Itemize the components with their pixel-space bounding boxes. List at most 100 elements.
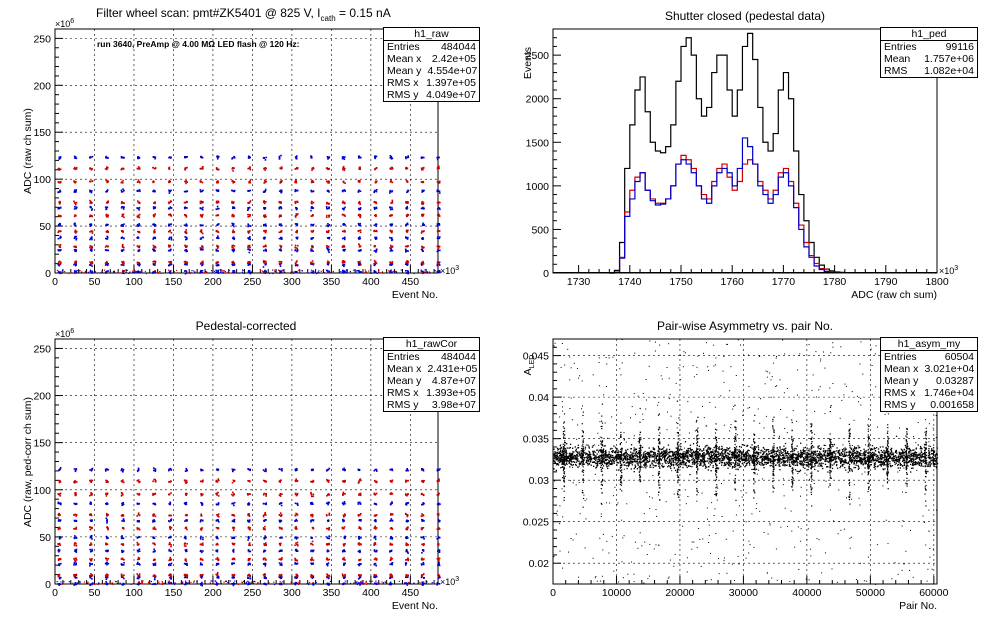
data-point xyxy=(294,244,297,247)
data-point xyxy=(74,156,77,158)
data-point xyxy=(436,181,439,183)
data-point xyxy=(233,262,235,265)
data-point xyxy=(122,230,124,232)
data-point xyxy=(326,246,328,248)
data-point xyxy=(106,480,108,482)
data-point xyxy=(184,549,187,551)
data-point xyxy=(249,238,251,241)
data-point xyxy=(122,518,125,520)
data-point xyxy=(199,558,202,561)
data-point xyxy=(390,168,392,170)
data-point xyxy=(342,519,344,522)
data-point xyxy=(233,562,235,565)
data-point xyxy=(120,189,123,192)
data-point xyxy=(232,576,235,579)
data-point xyxy=(390,246,393,248)
data-point xyxy=(104,168,107,170)
data-point xyxy=(247,480,249,482)
data-point xyxy=(263,157,265,159)
data-point xyxy=(405,481,407,483)
data-point xyxy=(310,503,312,505)
data-point xyxy=(359,493,362,496)
data-point xyxy=(168,520,170,522)
data-point xyxy=(391,249,394,252)
data-point xyxy=(223,270,225,272)
data-point xyxy=(390,556,392,559)
data-point xyxy=(357,535,360,538)
data-point xyxy=(438,478,440,480)
data-point xyxy=(390,581,392,583)
data-point xyxy=(168,514,171,517)
data-point xyxy=(247,519,249,522)
data-point xyxy=(249,272,252,275)
data-point xyxy=(341,237,344,240)
data-point xyxy=(342,583,344,586)
data-point xyxy=(90,573,92,575)
data-point xyxy=(265,180,267,183)
data-point xyxy=(296,260,298,262)
data-point xyxy=(391,202,394,204)
data-point xyxy=(343,189,346,191)
data-point xyxy=(296,559,298,561)
data-point xyxy=(75,549,77,552)
data-point xyxy=(437,502,440,504)
data-point xyxy=(249,563,251,566)
data-point xyxy=(90,223,92,225)
data-point xyxy=(106,574,109,577)
data-point xyxy=(359,202,361,205)
chart-title: Filter wheel scan: pmt#ZK5401 @ 825 V, I… xyxy=(96,6,391,23)
data-point xyxy=(232,182,234,184)
data-point xyxy=(58,230,60,232)
data-point xyxy=(375,550,378,553)
data-point xyxy=(375,580,377,582)
data-point xyxy=(74,576,76,578)
data-point xyxy=(74,261,76,263)
data-point xyxy=(360,263,362,266)
data-point xyxy=(202,544,204,546)
data-point xyxy=(424,269,426,271)
data-point xyxy=(90,247,93,249)
data-point xyxy=(89,157,91,159)
data-point xyxy=(373,563,376,566)
data-point xyxy=(281,469,283,472)
data-point xyxy=(357,468,360,471)
data-point xyxy=(232,575,234,578)
data-point xyxy=(185,190,188,193)
data-point xyxy=(278,575,281,577)
data-point xyxy=(58,469,60,471)
data-point xyxy=(170,272,172,274)
data-point xyxy=(264,190,266,193)
data-point xyxy=(389,155,392,157)
data-point xyxy=(272,273,274,275)
data-point xyxy=(249,480,251,482)
data-point xyxy=(306,583,308,585)
data-point xyxy=(296,550,298,552)
x-exponent: ×103 xyxy=(440,576,459,587)
data-point xyxy=(91,558,93,561)
data-point xyxy=(279,537,281,539)
data-point xyxy=(152,238,154,240)
data-point xyxy=(75,551,78,553)
data-point xyxy=(58,514,60,517)
data-point xyxy=(438,520,440,523)
data-point xyxy=(436,480,439,482)
data-point xyxy=(436,582,439,584)
data-point xyxy=(105,583,107,585)
data-point xyxy=(406,260,409,262)
data-point xyxy=(355,581,357,583)
data-point xyxy=(183,224,186,227)
data-point xyxy=(343,516,345,518)
data-point xyxy=(407,493,409,495)
data-point xyxy=(278,263,281,265)
data-point xyxy=(202,269,204,272)
data-point xyxy=(279,493,282,496)
data-point xyxy=(374,230,377,232)
data-point xyxy=(374,263,376,266)
data-point xyxy=(73,191,76,193)
data-point xyxy=(327,225,330,227)
data-point xyxy=(295,576,298,578)
data-point xyxy=(185,482,187,484)
data-point xyxy=(405,504,408,506)
data-point xyxy=(243,580,245,582)
data-point xyxy=(406,550,408,552)
